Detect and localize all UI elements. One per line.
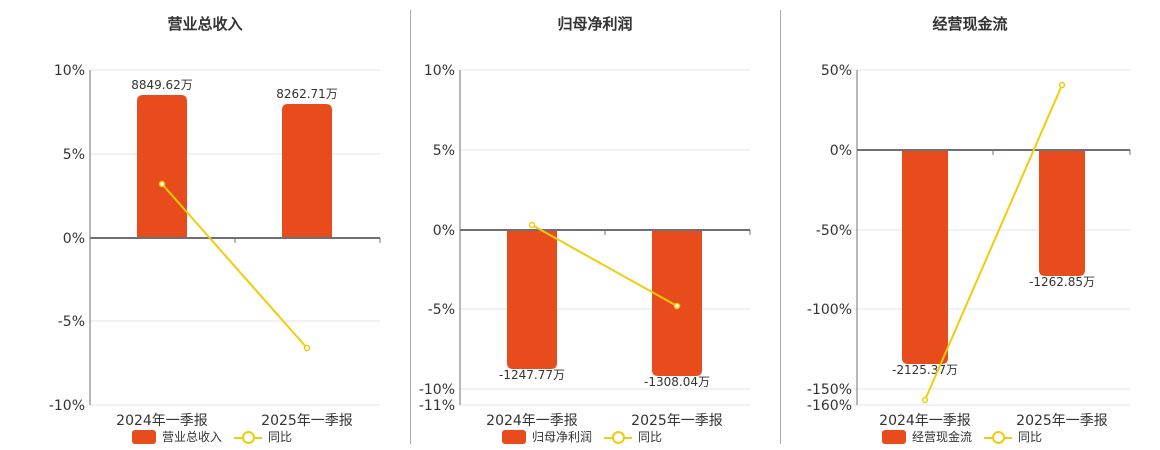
svg-text:2025年一季报: 2025年一季报 — [261, 413, 353, 429]
legend-line-icon[interactable] — [604, 430, 633, 444]
y-axis-labels: 10% 5% 0% -5% -10% -11% — [419, 63, 455, 414]
legend-bar-label[interactable]: 经营现金流 — [912, 430, 973, 444]
bar-2025 — [1039, 150, 1085, 276]
legend-bar-label[interactable]: 归母净利润 — [532, 430, 593, 444]
legend-bar-swatch[interactable] — [132, 429, 156, 444]
svg-text:10%: 10% — [424, 63, 455, 79]
y-tick: 10% — [54, 63, 85, 79]
y-tick: 5% — [63, 147, 85, 163]
svg-text:2024年一季报: 2024年一季报 — [486, 413, 578, 429]
svg-text:-2125.37万: -2125.37万 — [892, 363, 958, 377]
panel-divider — [410, 10, 411, 444]
bar-2025 — [282, 104, 332, 238]
bar-2024 — [507, 230, 557, 369]
bars — [507, 230, 702, 376]
legend[interactable]: 营业总收入 同比 — [132, 428, 292, 445]
legend-line-label[interactable]: 同比 — [268, 430, 293, 444]
chart-panel-net-profit: 归母净利润 10% 5% 0% -5% -10% -11% — [410, 0, 780, 450]
x-axis-labels: 2024年一季报 2025年一季报 — [116, 413, 353, 429]
svg-text:0%: 0% — [830, 143, 852, 159]
y-tick: -10% — [49, 398, 85, 414]
chart-panel-revenue: 营业总收入 10% 5% 0% -5% -10% 8849.62万 8262.7… — [0, 0, 410, 450]
bars — [137, 95, 332, 238]
chart-plot: 10% 5% 0% -5% -10% -11% -1247.77万 -1308.… — [419, 63, 751, 429]
svg-text:-1262.85万: -1262.85万 — [1029, 275, 1095, 289]
svg-text:2025年一季报: 2025年一季报 — [1016, 413, 1108, 429]
svg-text:2024年一季报: 2024年一季报 — [879, 413, 971, 429]
bar-labels: -2125.37万 -1262.85万 — [892, 275, 1095, 377]
svg-text:-100%: -100% — [807, 302, 852, 318]
bar-2024 — [902, 150, 948, 364]
legend-bar-label[interactable]: 营业总收入 — [162, 430, 223, 444]
svg-text:-11%: -11% — [419, 398, 455, 414]
legend-line-icon[interactable] — [234, 430, 263, 444]
legend-bar-swatch[interactable] — [882, 429, 906, 444]
panel-divider — [780, 10, 781, 444]
svg-text:50%: 50% — [821, 63, 852, 79]
y-axis-labels: 50% 0% -50% -100% -150% -160% — [807, 63, 852, 414]
chart-plot: 10% 5% 0% -5% -10% 8849.62万 8262.71万 202… — [49, 63, 381, 429]
bar-2024 — [137, 95, 187, 238]
svg-text:0%: 0% — [433, 223, 455, 239]
bars — [902, 150, 1085, 364]
legend-bar-swatch[interactable] — [502, 429, 526, 444]
legend[interactable]: 经营现金流 同比 — [882, 428, 1042, 445]
svg-text:2025年一季报: 2025年一季报 — [631, 413, 723, 429]
yoy-line — [528, 221, 681, 310]
svg-text:-50%: -50% — [816, 223, 852, 239]
svg-text:8849.62万: 8849.62万 — [131, 78, 193, 92]
svg-text:-1308.04万: -1308.04万 — [644, 375, 710, 389]
yoy-line — [158, 180, 311, 352]
y-axis-labels: 10% 5% 0% -5% -10% — [49, 63, 85, 414]
svg-text:-150%: -150% — [807, 382, 852, 398]
yoy-line — [921, 81, 1066, 404]
svg-text:8262.71万: 8262.71万 — [276, 87, 338, 101]
chart-plot: 50% 0% -50% -100% -150% -160% -2125.37万 … — [807, 63, 1131, 429]
chart-title: 归母净利润 — [557, 15, 633, 33]
chart-panel-operating-cash-flow: 经营现金流 50% 0% -50% -100% -150% -160% — [780, 0, 1160, 450]
bar-labels: -1247.77万 -1308.04万 — [499, 368, 710, 389]
svg-text:-10%: -10% — [419, 382, 455, 398]
legend-line-label[interactable]: 同比 — [638, 430, 663, 444]
y-tick: -5% — [58, 314, 85, 330]
bar-labels: 8849.62万 8262.71万 — [131, 78, 338, 101]
legend-line-label[interactable]: 同比 — [1018, 430, 1043, 444]
y-grid — [90, 69, 380, 406]
svg-text:2024年一季报: 2024年一季报 — [116, 413, 208, 429]
chart-title: 经营现金流 — [932, 15, 1008, 33]
y-tick: 0% — [63, 231, 85, 247]
chart-title: 营业总收入 — [167, 15, 243, 33]
svg-text:-5%: -5% — [428, 302, 455, 318]
x-axis-labels: 2024年一季报 2025年一季报 — [879, 413, 1108, 429]
legend[interactable]: 归母净利润 同比 — [502, 428, 662, 445]
svg-text:-1247.77万: -1247.77万 — [499, 368, 565, 382]
svg-text:5%: 5% — [433, 143, 455, 159]
y-grid — [460, 69, 750, 406]
y-grid — [830, 69, 1130, 406]
svg-text:-160%: -160% — [807, 398, 852, 414]
legend-line-icon[interactable] — [984, 430, 1013, 444]
x-axis-labels: 2024年一季报 2025年一季报 — [486, 413, 723, 429]
